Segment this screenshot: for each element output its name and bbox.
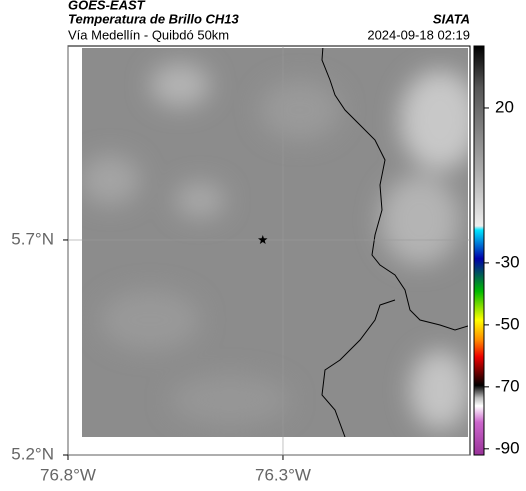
source: SIATA [433, 11, 470, 26]
colorbar-tick-label: 20 [495, 97, 514, 116]
satellite-image [82, 48, 468, 437]
colorbar-tick-label: -90 [495, 438, 520, 457]
title: GOES-EAST [68, 0, 146, 12]
location-marker [258, 235, 268, 244]
colorbar [473, 45, 485, 456]
colorbar-tick-label: -30 [495, 252, 520, 271]
route: Vía Medellín - Quibdó 50km [68, 27, 229, 42]
x-tick-label: 76.3°W [255, 465, 311, 484]
subtitle: Temperatura de Brillo CH13 [68, 11, 240, 26]
colorbar-tick-label: -70 [495, 376, 520, 395]
y-tick-label: 5.2°N [11, 444, 54, 463]
timestamp: 2024-09-18 02:19 [367, 27, 470, 42]
x-tick-label: 76.8°W [40, 465, 96, 484]
colorbar-tick-label: -50 [495, 314, 520, 333]
y-tick-label: 5.7°N [11, 229, 54, 248]
